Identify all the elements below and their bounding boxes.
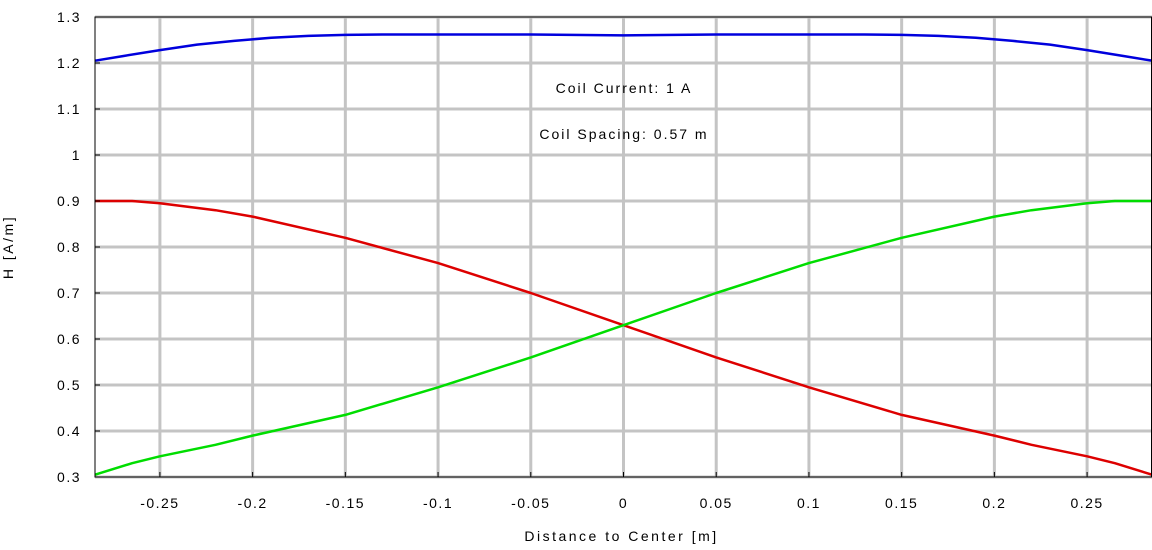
total-field-line [94,33,1152,62]
y-tick-labels: 0.3 0.4 0.5 0.6 0.7 0.8 0.9 1 1.1 1.2 1.3 [57,9,81,485]
y-tick-label: 0.9 [57,193,81,209]
x-tick-label: -0.1 [423,495,453,511]
x-tick-label: -0.2 [238,495,268,511]
tick-marks [95,16,1088,478]
y-tick-label: 1.3 [57,9,81,25]
y-tick-label: 1 [72,147,81,163]
x-tick-label: 0.2 [982,495,1006,511]
x-tick-label: -0.15 [326,495,365,511]
y-tick-label: 0.7 [57,285,81,301]
x-tick-label: 0.25 [1070,495,1103,511]
coil-2-field-line [94,199,1152,476]
coil-current-annotation: Coil Current: 1 A [556,80,693,96]
y-tick-label: 0.6 [57,331,81,347]
x-tick-label: -0.05 [511,495,550,511]
x-tick-label: 0 [619,495,628,511]
y-tick-label: 1.2 [57,55,81,71]
x-tick-label: 0.05 [700,495,733,511]
x-axis-title: Distance to Center [m] [524,528,718,544]
y-tick-label: 0.8 [57,239,81,255]
x-tick-label: 0.15 [885,495,918,511]
coil-spacing-annotation: Coil Spacing: 0.57 m [539,126,708,142]
y-tick-label: 0.5 [57,377,81,393]
x-tick-label: 0.1 [797,495,821,511]
y-tick-label: 0.4 [57,423,81,439]
x-tick-labels: -0.25 -0.2 -0.15 -0.1 -0.05 0 0.05 0.1 0.15 0.2 0.… [140,495,1103,511]
x-tick-label: -0.25 [140,495,179,511]
y-tick-label: 1.1 [57,101,81,117]
y-axis-title: H [A/m] [0,215,16,279]
series-lines [94,33,1152,476]
y-tick-label: 0.3 [57,469,81,485]
